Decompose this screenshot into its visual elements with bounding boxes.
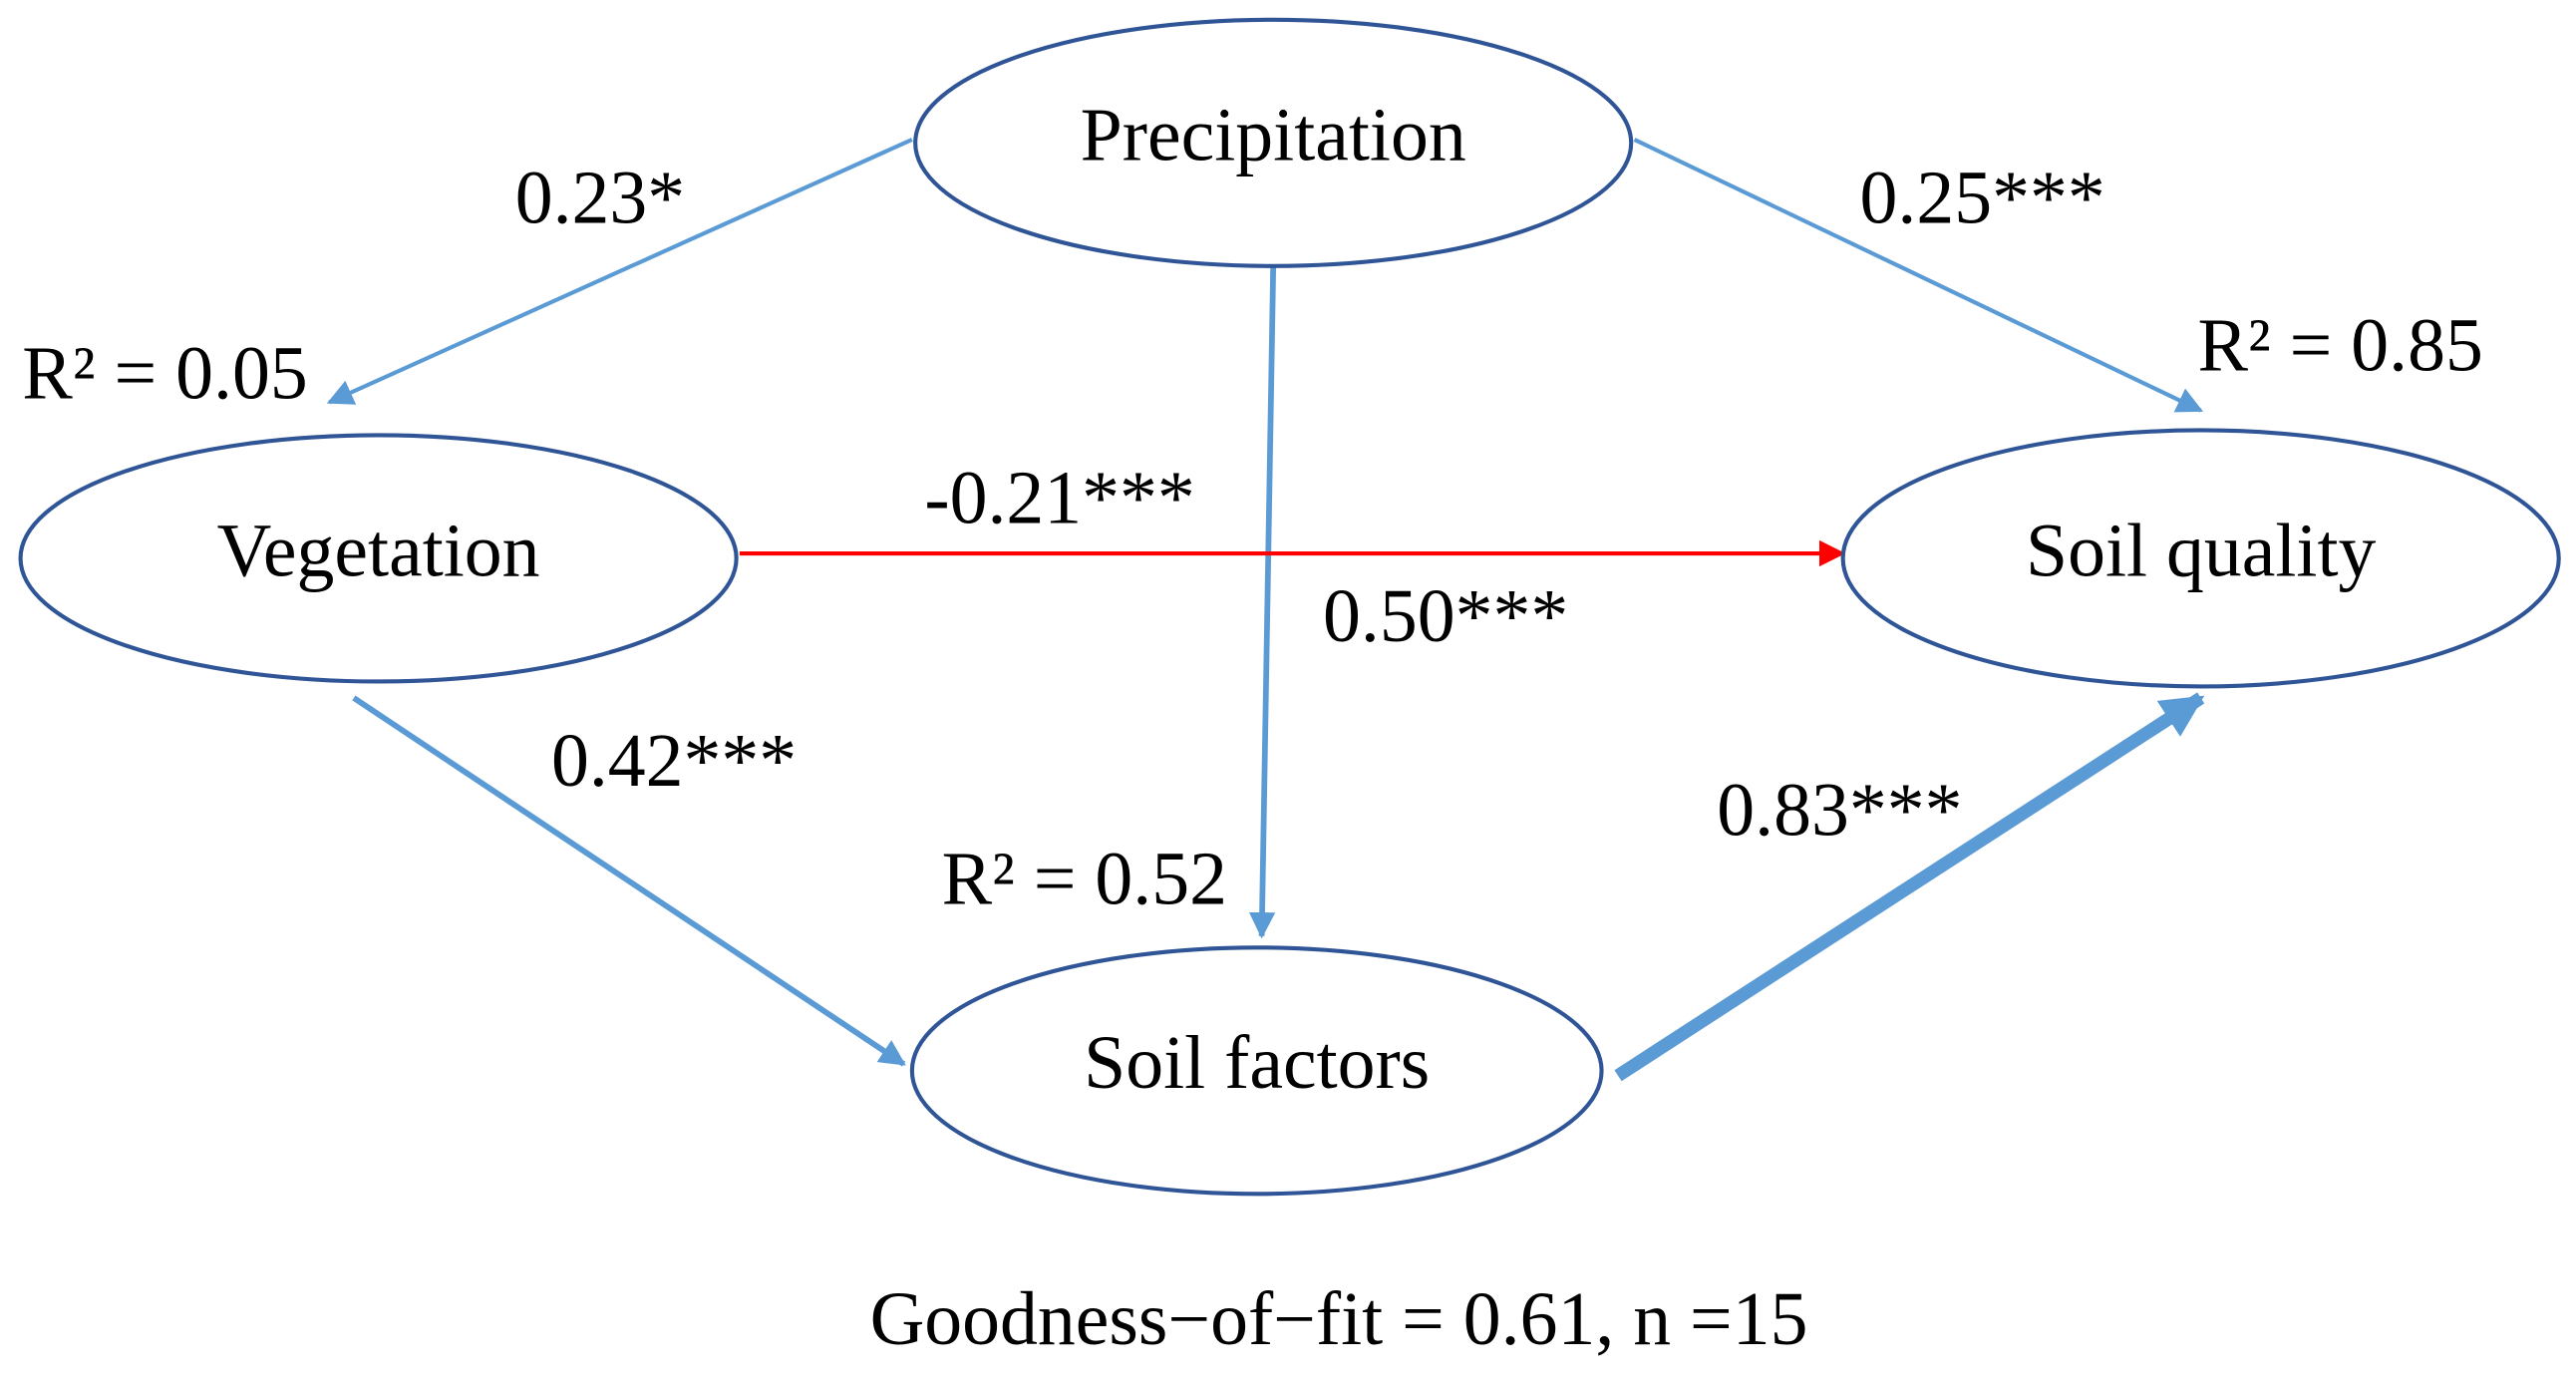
node-label: Vegetation — [217, 509, 540, 592]
edge-coefficient: -0.21*** — [924, 457, 1194, 540]
node-ellipse — [18, 433, 739, 684]
node-label: Soil quality — [2026, 509, 2377, 592]
r-squared-label: R² = 0.85 — [2197, 303, 2482, 387]
edge-coefficient: 0.42*** — [551, 719, 797, 803]
edge-coefficient: 0.50*** — [1323, 574, 1568, 658]
footer: Goodness−of−fit = 0.61, n =15 — [870, 1277, 1808, 1361]
edge-arrow — [326, 138, 913, 405]
edge-coefficient: 0.23* — [515, 156, 685, 239]
node-label: Soil factors — [1084, 1021, 1430, 1105]
node-ellipse — [913, 17, 1634, 268]
edge-arrow — [1614, 692, 2205, 1082]
node-label: Precipitation — [1081, 94, 1466, 177]
edge-arrow — [1248, 265, 1277, 939]
edge-arrow — [352, 695, 906, 1067]
r-squared-label: R² = 0.52 — [942, 838, 1227, 921]
node-ellipse — [1840, 428, 2561, 689]
node-ellipse — [909, 945, 1604, 1197]
edge-arrow — [1633, 138, 2204, 413]
r-squared-label: R² = 0.05 — [22, 331, 307, 415]
edge-coefficient: 0.25*** — [1860, 156, 2105, 239]
edge-coefficient: 0.83*** — [1717, 769, 1962, 853]
